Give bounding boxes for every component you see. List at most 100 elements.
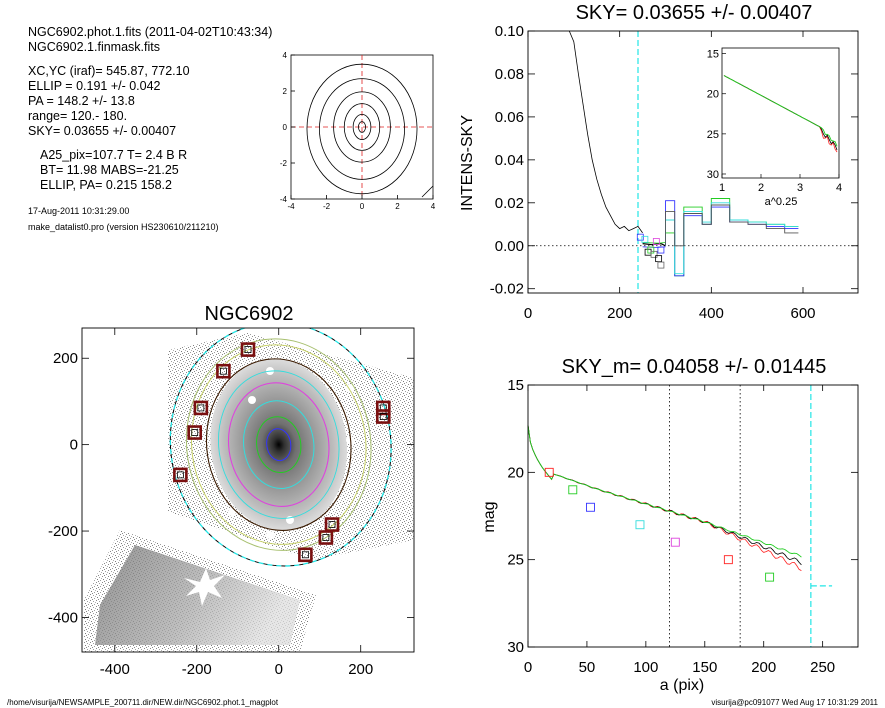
info-line-bt: BT= 11.98 MABS=-21.25: [40, 163, 179, 177]
sky-frame: [527, 30, 859, 294]
sky-step-blue: [665, 200, 799, 277]
footer-user: visurija@pc091077 Wed Aug 17 10:31:29 20…: [711, 698, 878, 707]
mask-square-inner: [379, 413, 387, 420]
contour-xtick-label: 4: [431, 202, 436, 211]
image-masked-star: [228, 508, 236, 516]
mag-title: SKY_m= 0.04058 +/- 0.01445: [562, 356, 827, 378]
sky-xtick-label: 400: [699, 305, 724, 322]
inset-background: [722, 48, 839, 178]
inset-xtick-label: 1: [719, 182, 725, 194]
sky-xtick-label: 0: [524, 305, 532, 322]
sky-xtick-label: 600: [790, 305, 815, 322]
inset-trace-green: [723, 75, 838, 147]
sky-profile-panel: SKY= 0.03655 +/- 0.00407 INTENS-SKY 0 200…: [459, 2, 859, 322]
image-ytick-label: 200: [53, 350, 78, 367]
info-line-a25: A25_pix=107.7 T= 2.4 B R: [40, 148, 187, 162]
galaxy-isophote: [243, 400, 315, 489]
sky-square-point: [652, 238, 660, 245]
mag-ytick-label: 15: [507, 377, 524, 394]
mag-ytick-label: 25: [507, 552, 524, 569]
sky-square-point: [636, 233, 644, 241]
sky-ytick-label: 0.10: [495, 23, 524, 40]
mask-square-inner: [176, 471, 184, 479]
galaxy-isophote: [185, 338, 372, 551]
image-title: NGC6902: [205, 303, 294, 325]
mag-ytick-label: 20: [507, 464, 524, 481]
info-line-center: XC,YC (iraf)= 545.87, 772.10: [28, 64, 190, 78]
sky-ytick-label: 0.06: [495, 109, 524, 126]
info-line-ellip: ELLIP = 0.191 +/- 0.042: [28, 79, 161, 93]
contour-ytick-label: -2: [280, 159, 288, 168]
mag-xtick-label: 250: [810, 659, 835, 676]
inset-xtick-label: 2: [758, 182, 764, 194]
mask-square: [216, 363, 231, 379]
footer-path: /home/visurija/NEWSAMPLE_200711.dir/NEW.…: [7, 698, 279, 707]
mask-square-inner: [220, 367, 227, 375]
info-block: NGC6902.phot.1.fits (2011-04-02T10:43:34…: [28, 25, 272, 232]
info-line-pa: PA = 148.2 +/- 13.8: [28, 94, 135, 108]
mask-square-inner: [328, 521, 336, 528]
info-line-ellip-pa: ELLIP, PA= 0.215 158.2: [40, 178, 172, 192]
contour-ytick-label: 4: [283, 51, 288, 60]
contour-ytick-label: -4: [280, 195, 288, 204]
image-masked-star: [248, 396, 256, 404]
sky-ytick-label: 0.08: [495, 66, 524, 83]
galaxy-outer-ellipse-cyan: [169, 328, 392, 567]
mag-square-point: [544, 467, 554, 477]
image-xtick-label: -200: [182, 661, 212, 678]
sky-trace-green: [642, 242, 666, 244]
sky-ytick-label: 0.00: [495, 238, 524, 255]
inset-ytick-label: 25: [707, 129, 719, 141]
image-xtick-label: 200: [348, 661, 373, 678]
sky-ytick-label: -0.02: [490, 281, 524, 298]
image-masked-star: [346, 384, 354, 392]
sky-square-point: [655, 255, 663, 263]
mask-square: [193, 400, 209, 416]
galaxy-isophote: [190, 344, 367, 545]
image-masked-star: [266, 531, 274, 539]
contour-level: [358, 121, 366, 133]
mag-trace-green: [527, 425, 802, 558]
sky-square-point: [657, 261, 665, 269]
inset-xlabel: a^0.25: [765, 196, 798, 208]
sky-profile-line: [568, 30, 643, 234]
mask-square: [318, 530, 334, 545]
inset-ytick-label: 20: [707, 89, 719, 101]
sky-step-black: [665, 204, 799, 247]
mask-square-inner: [301, 551, 309, 559]
contour-level: [318, 78, 405, 180]
info-line-filename: NGC6902.phot.1.fits (2011-04-02T10:43:34…: [28, 25, 272, 39]
mask-square: [375, 409, 391, 424]
mag-xtick-label: 200: [751, 659, 776, 676]
info-program: make_datalist0.pro (version HS230610/211…: [28, 222, 218, 232]
mag-xtick-label: 0: [524, 659, 532, 676]
mag-xtick-label: 50: [579, 659, 596, 676]
inset-xtick-label: 4: [836, 182, 842, 194]
galaxy-isophote: [205, 358, 352, 531]
contour-xtick-label: -4: [287, 202, 295, 211]
mag-square-point: [635, 520, 645, 530]
mask-square: [173, 467, 188, 483]
mag-trace-red: [527, 425, 802, 571]
mask-square: [298, 547, 313, 563]
contour-xtick-label: 0: [360, 202, 365, 211]
inset-ytick-label: 30: [707, 169, 719, 181]
inset-ytick-label: 15: [707, 49, 719, 61]
image-ytick-label: 0: [70, 437, 78, 454]
info-date: 17-Aug-2011 10:31:29.00: [28, 206, 129, 216]
sky-ytick-label: 0.04: [495, 152, 524, 169]
image-masked-star: [346, 436, 354, 444]
mag-square-point: [765, 572, 775, 582]
sky-square-point: [641, 235, 649, 243]
mag-square-point: [586, 502, 595, 512]
mag-xlabel: a (pix): [660, 677, 704, 694]
mag-xtick-label: 150: [692, 659, 717, 676]
contour-panel: -4 -2 0 2 4 -4 -2 0 2 4: [280, 51, 436, 211]
mag-square-point: [723, 555, 733, 565]
contour-ytick-label: 0: [283, 123, 288, 132]
mag-square-point: [670, 537, 680, 547]
info-line-range: range= 120.- 180.: [28, 109, 127, 123]
sky-step-green: [665, 198, 799, 277]
contour-xtick-label: 2: [395, 202, 400, 211]
